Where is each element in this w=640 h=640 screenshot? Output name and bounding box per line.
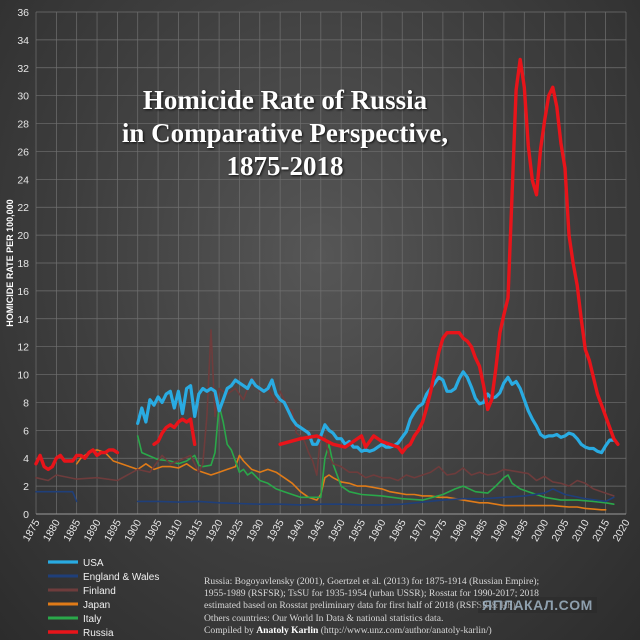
author-url[interactable]: (http://www.unz.com/author/anatoly-karli… (318, 624, 492, 636)
x-tick-label: 1900 (122, 517, 144, 543)
x-tick-label: 1925 (224, 517, 246, 543)
x-tick-label: 1985 (468, 517, 490, 543)
x-tick-label: 1890 (82, 517, 104, 543)
x-tick-label: 1945 (305, 517, 327, 543)
x-tick-label: 2020 (611, 517, 633, 543)
y-tick-label: 0 (23, 509, 29, 521)
x-tick-label: 1965 (387, 517, 409, 543)
x-tick-label: 1885 (61, 517, 83, 543)
series-line-usa (136, 370, 616, 455)
y-tick-label: 36 (17, 7, 29, 19)
x-tick-label: 1880 (41, 517, 63, 543)
y-tick-label: 2 (23, 481, 29, 493)
watermark: ЯПЛАКАЛ.COM (478, 597, 597, 613)
y-tick-label: 4 (23, 453, 29, 465)
y-tick-label: 22 (17, 202, 29, 214)
x-tick-label: 1935 (265, 517, 287, 543)
legend-label: Finland (83, 586, 116, 597)
y-tick-label: 20 (17, 230, 29, 242)
x-tick-label: 1990 (488, 517, 510, 543)
x-tick-label: 2010 (570, 517, 592, 543)
y-tick-label: 26 (17, 146, 29, 158)
x-tick-label: 1975 (427, 517, 449, 543)
chart-title-line: Homicide Rate of Russia (142, 85, 428, 115)
x-tick-label: 2015 (590, 517, 612, 543)
source-line: estimated based on Rosstat preliminary d… (204, 600, 518, 612)
chart-title-line: 1875-2018 (226, 151, 344, 181)
legend-label: Italy (83, 614, 101, 625)
y-tick-label: 30 (17, 91, 29, 103)
series-line-japan (75, 449, 607, 511)
author-name: Anatoly Karlin (256, 624, 319, 636)
y-tick-label: 34 (17, 35, 29, 47)
source-line: 1955-1989 (RSFSR); TsSU for 1935-1954 (u… (204, 588, 539, 600)
x-tick-label: 1875 (21, 517, 43, 543)
legend-label: Russia (83, 628, 114, 639)
y-tick-label: 16 (17, 286, 29, 298)
x-tick-label: 1940 (285, 517, 307, 543)
y-tick-label: 24 (17, 174, 29, 186)
y-tick-label: 8 (23, 397, 29, 409)
series-line-finland (35, 329, 615, 497)
x-tick-label: 1955 (346, 517, 368, 543)
source-line: Russia: Bogoyavlensky (2001), Goertzel e… (204, 576, 540, 587)
x-tick-label: 1980 (448, 517, 470, 543)
legend-label: Japan (83, 600, 110, 611)
x-tick-label: 1930 (244, 517, 266, 543)
y-tick-label: 12 (17, 342, 29, 354)
x-tick-label: 1960 (366, 517, 388, 543)
series-line-england-wales (35, 488, 615, 506)
series-line-russia (34, 57, 620, 472)
series-line-italy (136, 404, 615, 505)
y-axis-label: HOMICIDE RATE PER 100,000 (5, 199, 15, 326)
y-tick-label: 28 (17, 119, 29, 131)
y-tick-label: 32 (17, 63, 29, 75)
x-tick-label: 1915 (183, 517, 205, 543)
x-tick-label: 1920 (204, 517, 226, 543)
x-tick-label: 1905 (143, 517, 165, 543)
y-tick-label: 14 (17, 314, 29, 326)
x-tick-label: 1895 (102, 517, 124, 543)
y-tick-label: 6 (23, 425, 29, 437)
credit-prefix: Compiled by (204, 624, 257, 636)
x-tick-label: 2000 (529, 517, 551, 543)
chart-title-line: in Comparative Perspective, (121, 118, 449, 148)
source-note: Russia: Bogoyavlensky (2001), Goertzel e… (204, 576, 624, 637)
x-tick-label: 1970 (407, 517, 429, 543)
legend-label: England & Wales (83, 572, 159, 583)
source-line: Others countries: Our World In Data & na… (204, 612, 444, 624)
x-tick-label: 1950 (326, 517, 348, 543)
y-tick-label: 10 (17, 370, 29, 382)
legend-label: USA (83, 558, 104, 569)
source-credit: Compiled by Anatoly Karlin (http://www.u… (204, 625, 624, 637)
chart-title: Homicide Rate of Russia in Comparative P… (60, 84, 510, 183)
x-tick-label: 1910 (163, 517, 185, 543)
x-tick-label: 1995 (509, 517, 531, 543)
x-tick-label: 2005 (549, 517, 571, 543)
y-tick-label: 18 (17, 258, 29, 270)
